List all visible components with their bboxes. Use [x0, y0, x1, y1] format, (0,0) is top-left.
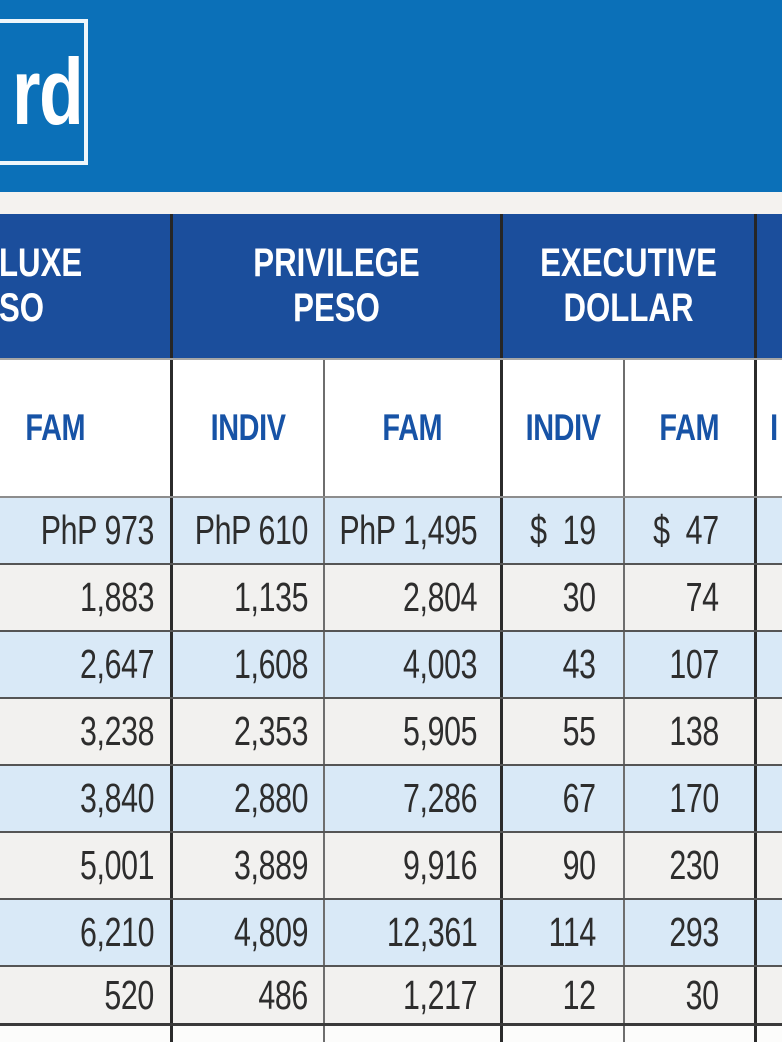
price-cell: 12: [503, 967, 625, 1023]
column-header-indiv: INDIV: [503, 360, 625, 496]
price-cell: 486: [173, 967, 325, 1023]
empty-cell: [757, 565, 782, 630]
price-cell: 138: [625, 699, 757, 764]
price-table: LUXE SO PRIVILEGE PESO EXECUTIVE DOLLAR …: [0, 214, 782, 1042]
price-cell: 55: [503, 699, 625, 764]
price-cell: 2,804: [325, 565, 503, 630]
price-cell: 43: [503, 632, 625, 697]
table-row: 2,647 1,608 4,003 43 107: [0, 632, 782, 699]
price-cell: $ 19: [503, 498, 625, 563]
price-cell: 4,809: [173, 900, 325, 965]
price-cell: 1,883: [0, 565, 173, 630]
table-row: PhP 973 PhP 610 PhP 1,495 $ 19 $ 47: [0, 498, 782, 565]
partial-table-row: [0, 1026, 782, 1042]
table-row: 520 486 1,217 12 30: [0, 967, 782, 1026]
price-cell: 5,001: [0, 833, 173, 898]
price-cell: 9,916: [325, 833, 503, 898]
empty-cell: [503, 1026, 625, 1042]
empty-cell: [173, 1026, 325, 1042]
table-row: 5,001 3,889 9,916 90 230: [0, 833, 782, 900]
price-cell: 30: [625, 967, 757, 1023]
empty-cell: [757, 498, 782, 563]
group-header-cell-partial: [757, 214, 782, 358]
price-cell: 230: [625, 833, 757, 898]
price-cell: PhP 610: [173, 498, 325, 563]
logo-text: rd: [12, 39, 84, 144]
logo-box: rd: [0, 19, 88, 165]
price-cell: 1,217: [325, 967, 503, 1023]
divider-strip: [0, 192, 782, 214]
column-header-fam: FAM: [0, 360, 173, 496]
price-cell: 3,238: [0, 699, 173, 764]
price-cell: 4,003: [325, 632, 503, 697]
price-cell: 293: [625, 900, 757, 965]
empty-cell: [625, 1026, 757, 1042]
price-cell: 520: [0, 967, 173, 1023]
table-row: 3,238 2,353 5,905 55 138: [0, 699, 782, 766]
column-header-fam: FAM: [625, 360, 757, 496]
empty-cell: [757, 699, 782, 764]
price-cell: 12,361: [325, 900, 503, 965]
price-cell: 7,286: [325, 766, 503, 831]
price-cell: 3,889: [173, 833, 325, 898]
group-header-cell-privilege-peso: PRIVILEGE PESO: [173, 214, 503, 358]
group-header-cell-executive-dollar: EXECUTIVE DOLLAR: [503, 214, 757, 358]
empty-cell: [757, 1026, 782, 1042]
price-cell: 1,135: [173, 565, 325, 630]
price-cell: PhP 973: [0, 498, 173, 563]
top-banner: rd: [0, 0, 782, 192]
empty-cell: [757, 967, 782, 1023]
price-cell: 3,840: [0, 766, 173, 831]
column-header-indiv: INDIV: [173, 360, 325, 496]
group-header-cell-deluxe-peso: LUXE SO: [0, 214, 173, 358]
price-cell: 1,608: [173, 632, 325, 697]
column-header-fam: FAM: [325, 360, 503, 496]
table-row: 3,840 2,880 7,286 67 170: [0, 766, 782, 833]
column-header-partial: I: [770, 407, 778, 448]
price-cell: 114: [503, 900, 625, 965]
price-cell: 107: [625, 632, 757, 697]
price-cell: 2,353: [173, 699, 325, 764]
group-header-label: EXECUTIVE DOLLAR: [540, 241, 717, 330]
price-cell: 90: [503, 833, 625, 898]
price-cell: 30: [503, 565, 625, 630]
price-cell: 67: [503, 766, 625, 831]
price-cell: 2,647: [0, 632, 173, 697]
empty-cell: [757, 766, 782, 831]
empty-cell: [757, 900, 782, 965]
empty-cell: [757, 833, 782, 898]
price-cell: 6,210: [0, 900, 173, 965]
empty-cell: [757, 632, 782, 697]
empty-cell: [0, 1026, 173, 1042]
price-cell: 170: [625, 766, 757, 831]
price-cell: 2,880: [173, 766, 325, 831]
table-row: 1,883 1,135 2,804 30 74: [0, 565, 782, 632]
group-header-label: LUXE SO: [0, 241, 82, 330]
group-header-row: LUXE SO PRIVILEGE PESO EXECUTIVE DOLLAR: [0, 214, 782, 360]
empty-cell: [325, 1026, 503, 1042]
price-cell: $ 47: [625, 498, 757, 563]
price-cell: PhP 1,495: [325, 498, 503, 563]
column-header-row: FAM INDIV FAM INDIV FAM I: [0, 360, 782, 498]
price-cell: 5,905: [325, 699, 503, 764]
table-row: 6,210 4,809 12,361 114 293: [0, 900, 782, 967]
price-cell: 74: [625, 565, 757, 630]
group-header-label: PRIVILEGE PESO: [253, 241, 420, 330]
